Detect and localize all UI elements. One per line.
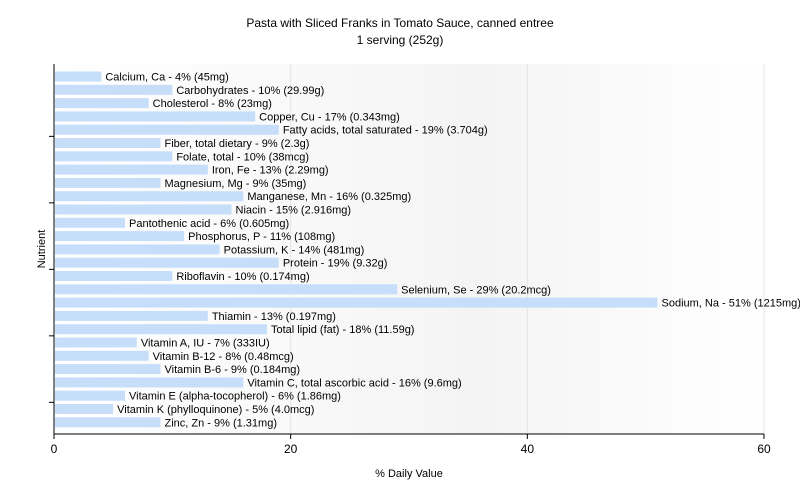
x-axis-title: % Daily Value	[375, 468, 443, 480]
bar-label: Vitamin K (phylloquinone) - 5% (4.0mcg)	[117, 404, 314, 416]
bar	[55, 310, 208, 321]
chart-title: Pasta with Sliced Franks in Tomato Sauce…	[246, 16, 554, 30]
bar	[55, 257, 279, 268]
bar-label: Protein - 19% (9.32g)	[283, 258, 388, 270]
bar-label: Sodium, Na - 51% (1215mg)	[662, 298, 800, 310]
bars	[55, 71, 658, 428]
bar	[55, 271, 173, 281]
bar	[55, 324, 267, 335]
bar-label: Calcium, Ca - 4% (45mg)	[105, 72, 228, 84]
bar	[55, 177, 161, 188]
bar-label: Pantothenic acid - 6% (0.605mg)	[129, 218, 289, 230]
bar	[55, 231, 185, 242]
bar-label: Vitamin B-6 - 9% (0.184mg)	[165, 364, 301, 376]
x-tick-label: 20	[284, 442, 298, 456]
bar-label: Vitamin A, IU - 7% (333IU)	[141, 338, 270, 350]
bar	[55, 98, 149, 109]
bar	[55, 164, 208, 175]
bar-label: Niacin - 15% (2.916mg)	[236, 205, 352, 217]
bar	[55, 138, 161, 148]
bar	[55, 404, 114, 414]
bar-label: Folate, total - 10% (38mcg)	[176, 151, 309, 163]
bar	[55, 337, 137, 348]
bar	[55, 364, 161, 375]
bar-labels: Calcium, Ca - 4% (45mg)Carbohydrates - 1…	[105, 72, 800, 430]
bar-label: Riboflavin - 10% (0.174mg)	[176, 271, 309, 283]
bar	[55, 297, 658, 308]
bar-label: Carbohydrates - 10% (29.99g)	[176, 85, 324, 97]
gridlines	[290, 64, 765, 434]
bar	[55, 417, 161, 428]
y-axis-title: Nutrient	[36, 230, 48, 269]
bar	[55, 124, 279, 135]
bar	[55, 191, 244, 202]
bar-label: Vitamin C, total ascorbic acid - 16% (9.…	[247, 377, 461, 389]
bar	[55, 151, 173, 162]
bar	[55, 244, 220, 255]
bar-label: Thiamin - 13% (0.197mg)	[212, 311, 336, 323]
bar-label: Copper, Cu - 17% (0.343mg)	[259, 111, 400, 123]
bar-label: Fiber, total dietary - 9% (2.3g)	[165, 138, 310, 150]
bar-label: Total lipid (fat) - 18% (11.59g)	[271, 324, 414, 336]
bar-label: Cholesterol - 8% (23mg)	[153, 98, 272, 110]
bar-label: Potassium, K - 14% (481mg)	[224, 244, 365, 256]
bar-label: Selenium, Se - 29% (20.2mcg)	[401, 284, 551, 296]
x-tick-label: 0	[51, 442, 58, 456]
bar-label: Vitamin E (alpha-tocopherol) - 6% (1.86m…	[129, 391, 341, 403]
bar	[55, 204, 232, 215]
bar-label: Phosphorus, P - 11% (108mg)	[188, 231, 335, 243]
bar	[55, 377, 244, 388]
bar	[55, 390, 125, 401]
bar	[55, 111, 256, 122]
bar-label: Zinc, Zn - 9% (1.31mg)	[165, 417, 277, 429]
bar-label: Magnesium, Mg - 9% (35mg)	[165, 178, 307, 190]
bar-label: Fatty acids, total saturated - 19% (3.70…	[283, 125, 488, 137]
bar	[55, 350, 149, 361]
x-tick-label: 60	[757, 442, 771, 456]
bar-label: Vitamin B-12 - 8% (0.48mcg)	[153, 351, 294, 363]
bar	[55, 217, 125, 228]
bar	[55, 71, 102, 82]
chart-subtitle: 1 serving (252g)	[357, 33, 444, 47]
bar	[55, 84, 173, 95]
bar-label: Manganese, Mn - 16% (0.325mg)	[247, 191, 411, 203]
bar-label: Iron, Fe - 13% (2.29mg)	[212, 165, 329, 177]
axes: 0 20 40 60	[49, 64, 771, 456]
x-tick-label: 40	[521, 442, 535, 456]
bar	[55, 284, 398, 295]
